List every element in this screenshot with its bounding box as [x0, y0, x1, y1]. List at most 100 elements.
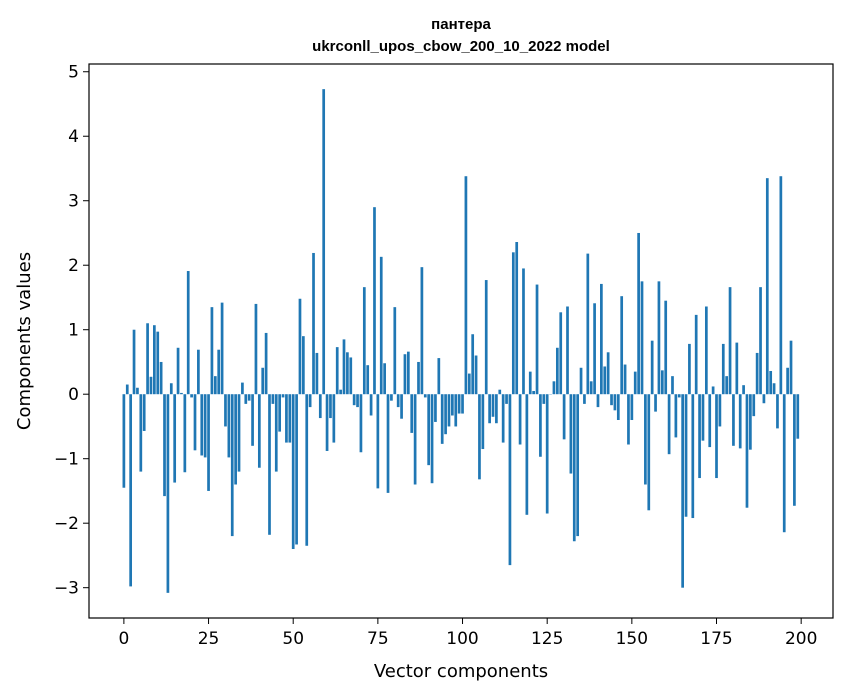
bar-70: [359, 394, 363, 453]
x-tick-label: 125: [531, 629, 563, 649]
bar-107: [484, 280, 488, 395]
bar-186: [752, 394, 756, 417]
bar-17: [180, 392, 183, 395]
bar-149: [627, 394, 630, 445]
bar-199: [796, 394, 800, 439]
bar-180: [732, 394, 735, 446]
bar-95: [444, 394, 447, 435]
bar-132: [569, 394, 573, 474]
bar-177: [721, 343, 725, 395]
bar-51: [295, 394, 298, 545]
bar-26: [210, 307, 214, 395]
bar-85: [410, 394, 414, 433]
x-tick-label: 175: [700, 629, 732, 649]
bar-78: [386, 394, 390, 493]
bar-98: [454, 394, 458, 427]
bar-185: [749, 394, 752, 450]
bar-161: [667, 394, 671, 455]
bar-147: [620, 296, 624, 395]
bar-188: [759, 287, 762, 395]
bar-43: [268, 394, 271, 535]
bar-144: [610, 394, 613, 406]
bar-28: [217, 349, 221, 395]
bar-148: [623, 364, 627, 395]
bar-52: [298, 298, 302, 395]
bar-16: [176, 347, 180, 395]
bar-49: [288, 394, 292, 443]
bar-32: [230, 394, 234, 537]
bar-58: [318, 394, 322, 419]
bar-34: [237, 394, 241, 472]
bar-184: [745, 394, 749, 508]
bar-37: [247, 394, 251, 401]
bar-76: [379, 256, 383, 395]
x-axis-label: Vector components: [374, 661, 548, 682]
bar-170: [698, 394, 701, 479]
bar-105: [478, 394, 481, 480]
bar-114: [508, 394, 512, 566]
x-axis-ticks: 0 25 50 75 100 125 150 175 200: [118, 618, 817, 649]
x-tick-label: 75: [367, 629, 389, 649]
bar-140: [596, 394, 600, 408]
bar-30: [224, 394, 227, 427]
bar-1: [125, 384, 129, 395]
bar-23: [200, 394, 204, 456]
bar-181: [735, 342, 739, 395]
bar-53: [302, 336, 305, 395]
bar-29: [220, 302, 224, 395]
bar-64: [339, 389, 342, 395]
bar-106: [481, 394, 485, 450]
bar-179: [728, 287, 732, 395]
bar-158: [657, 281, 661, 395]
bar-153: [640, 281, 644, 395]
y-tick-label: 2: [68, 256, 79, 276]
bar-124: [542, 394, 546, 404]
bar-113: [505, 394, 508, 404]
bar-61: [329, 394, 332, 419]
chart-title-line-2: ukrconll_upos_cbow_200_10_2022 model: [312, 38, 610, 55]
bar-62: [332, 394, 336, 443]
bar-151: [633, 371, 637, 395]
bar-15: [173, 394, 177, 483]
bar-122: [535, 284, 539, 395]
bar-171: [701, 394, 705, 441]
bar-111: [498, 389, 502, 395]
bar-73: [369, 394, 373, 416]
bar-172: [704, 306, 708, 395]
bar-10: [156, 331, 160, 395]
bar-165: [681, 394, 684, 588]
bar-176: [718, 394, 722, 427]
y-axis-label: Components values: [14, 252, 35, 430]
bar-110: [495, 394, 498, 424]
bar-155: [647, 394, 651, 511]
bar-87: [417, 361, 420, 395]
bar-133: [572, 394, 576, 542]
bar-190: [765, 178, 769, 395]
bar-127: [552, 381, 556, 395]
bar-163: [674, 394, 678, 438]
y-tick-label: 0: [68, 385, 79, 405]
bar-118: [522, 268, 525, 395]
bar-33: [234, 394, 237, 485]
bar-139: [593, 303, 596, 395]
bar-22: [197, 349, 200, 395]
x-tick-label: 150: [616, 629, 648, 649]
bar-135: [579, 367, 583, 395]
bar-123: [539, 394, 542, 457]
bar-103: [471, 334, 475, 395]
bar-12: [163, 394, 166, 497]
bar-134: [576, 394, 580, 537]
bar-99: [457, 394, 461, 414]
bar-129: [559, 312, 563, 395]
bar-182: [738, 394, 742, 449]
bar-88: [420, 267, 424, 395]
bar-3: [132, 329, 136, 395]
bar-63: [335, 347, 339, 395]
bar-116: [515, 242, 519, 395]
bar-13: [166, 394, 170, 593]
y-tick-label: 3: [68, 192, 79, 212]
bar-21: [193, 394, 197, 451]
bar-68: [352, 394, 356, 406]
